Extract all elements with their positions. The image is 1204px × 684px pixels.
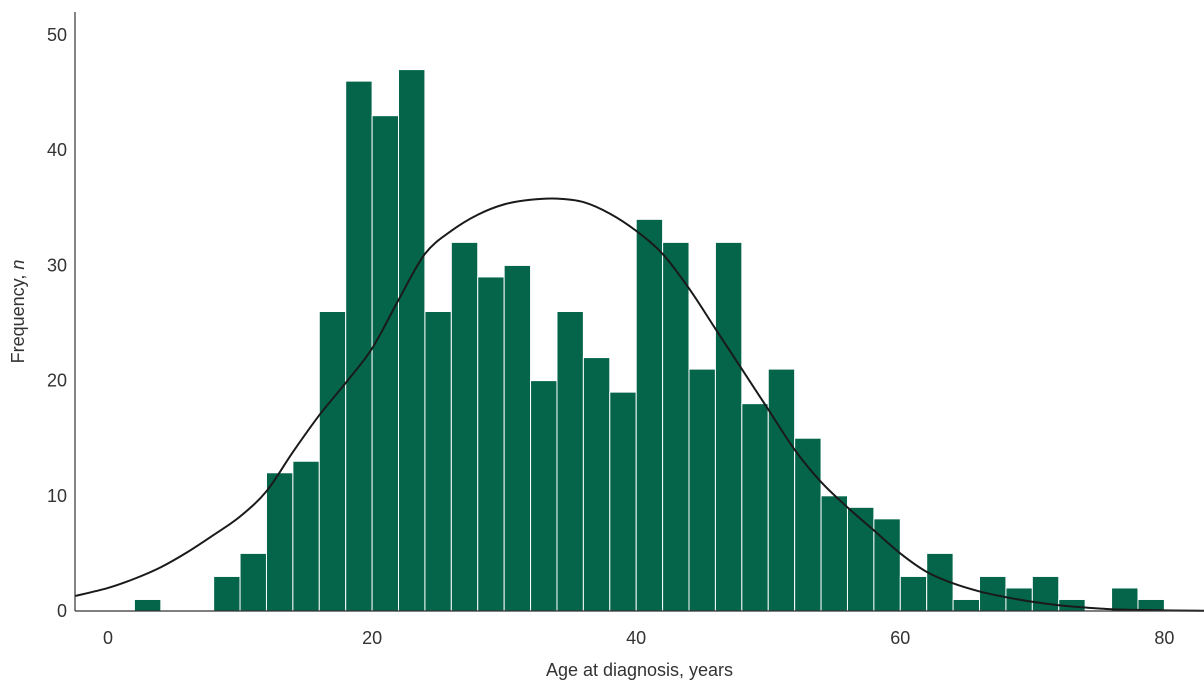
bars-layer <box>133 69 1165 612</box>
fit-curve-line <box>74 197 1204 612</box>
histogram-bar <box>1031 575 1060 612</box>
histogram-bar <box>820 495 848 612</box>
histogram-bar <box>952 598 981 612</box>
y-tick-label: 50 <box>47 25 67 45</box>
x-axis-ticks: 0 20 40 60 80 <box>103 628 1174 648</box>
histogram-bar <box>133 598 162 612</box>
x-tick-label: 20 <box>362 628 382 648</box>
histogram-bar <box>424 311 452 612</box>
histogram-bar <box>688 368 716 612</box>
x-axis-title: Age at diagnosis, years <box>546 660 733 680</box>
histogram-bar <box>371 115 400 612</box>
histogram-bar <box>530 380 558 612</box>
histogram-bar <box>714 241 743 612</box>
histogram-bar <box>292 460 320 612</box>
histogram-bar <box>741 403 769 612</box>
y-tick-label: 0 <box>57 601 67 621</box>
histogram-bar <box>1111 587 1139 612</box>
y-axis-title-main: Frequency, <box>8 270 28 364</box>
y-tick-label: 10 <box>47 486 67 506</box>
histogram-bar <box>477 276 505 612</box>
x-tick-label: 60 <box>890 628 910 648</box>
histogram-bar <box>582 357 611 612</box>
y-axis-title-italic: n <box>8 260 28 270</box>
x-tick-label: 0 <box>103 628 113 648</box>
y-axis-ticks: 0 10 20 30 40 50 <box>47 25 67 621</box>
histogram-bar <box>609 391 637 612</box>
histogram-bar <box>899 575 928 612</box>
y-tick-label: 20 <box>47 371 67 391</box>
x-tick-label: 40 <box>626 628 646 648</box>
histogram-bar <box>846 506 875 612</box>
histogram-bar <box>794 437 822 612</box>
histogram-bar <box>767 368 796 612</box>
histogram-bar <box>239 552 267 612</box>
histogram-bar <box>556 311 584 612</box>
histogram-bar <box>662 241 690 612</box>
histogram-bar <box>345 80 373 612</box>
histogram-bar <box>503 264 532 612</box>
x-tick-label: 80 <box>1154 628 1174 648</box>
y-tick-label: 40 <box>47 140 67 160</box>
histogram-bar <box>265 472 294 612</box>
y-axis-title: Frequency, n <box>8 260 28 364</box>
histogram-bar <box>635 218 664 612</box>
histogram-bar <box>398 69 426 612</box>
y-tick-label: 30 <box>47 255 67 275</box>
histogram-bar <box>450 241 479 612</box>
histogram-bar <box>318 311 347 612</box>
histogram-bar <box>213 575 241 612</box>
